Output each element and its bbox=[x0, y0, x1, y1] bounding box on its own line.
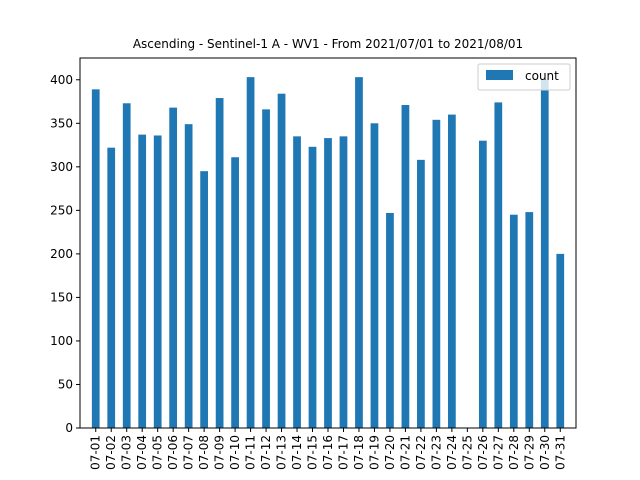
bar bbox=[324, 138, 332, 428]
y-tick-label: 350 bbox=[50, 116, 73, 130]
x-tick-label: 07-08 bbox=[197, 435, 211, 470]
bar bbox=[231, 157, 239, 428]
chart-title: Ascending - Sentinel-1 A - WV1 - From 20… bbox=[133, 37, 523, 51]
x-tick-label: 07-27 bbox=[491, 435, 505, 470]
x-tick-label: 07-17 bbox=[336, 435, 350, 470]
x-axis: 07-01 07-02 07-03 07-04 07-05 07-06 07-07 07-08… bbox=[89, 428, 567, 470]
y-axis: 0 50 100 150 200 250 300 350 400 bbox=[50, 73, 80, 435]
x-tick-label: 07-10 bbox=[228, 435, 242, 470]
y-tick-label: 300 bbox=[50, 160, 73, 174]
y-tick-label: 0 bbox=[65, 421, 73, 435]
x-tick-label: 07-09 bbox=[213, 435, 227, 470]
bar bbox=[277, 93, 286, 428]
x-tick-label: 07-20 bbox=[383, 435, 397, 470]
x-tick-label: 07-30 bbox=[538, 435, 552, 470]
x-tick-label: 07-23 bbox=[429, 435, 443, 470]
x-tick-label: 07-07 bbox=[182, 435, 196, 470]
y-tick-label: 50 bbox=[58, 377, 73, 391]
y-tick-label: 200 bbox=[50, 247, 73, 261]
legend-swatch bbox=[486, 70, 513, 80]
x-tick-label: 07-26 bbox=[476, 435, 490, 470]
bar bbox=[478, 140, 487, 429]
x-tick-label: 07-28 bbox=[507, 435, 521, 470]
x-tick-label: 07-13 bbox=[275, 435, 289, 470]
x-tick-label: 07-03 bbox=[120, 435, 134, 470]
bar bbox=[200, 171, 208, 429]
bar bbox=[448, 114, 456, 429]
y-tick-label: 250 bbox=[50, 203, 73, 217]
bar bbox=[540, 79, 549, 428]
bar bbox=[91, 89, 100, 428]
bar bbox=[138, 134, 147, 429]
y-tick-label: 150 bbox=[50, 290, 73, 304]
bar bbox=[339, 136, 348, 428]
bar bbox=[153, 135, 162, 428]
bar bbox=[122, 103, 131, 428]
x-tick-label: 07-11 bbox=[244, 435, 258, 470]
bar bbox=[308, 146, 317, 429]
bar bbox=[509, 214, 518, 428]
bar bbox=[184, 124, 193, 428]
bars bbox=[91, 77, 565, 429]
x-tick-label: 07-15 bbox=[306, 435, 320, 470]
x-tick-label: 07-19 bbox=[367, 435, 381, 470]
x-tick-label: 07-24 bbox=[445, 435, 459, 470]
legend: count bbox=[477, 63, 571, 91]
x-tick-label: 07-31 bbox=[553, 435, 567, 470]
bar bbox=[107, 147, 116, 428]
bar bbox=[494, 102, 503, 429]
x-tick-label: 07-05 bbox=[151, 435, 165, 470]
y-tick-label: 400 bbox=[50, 73, 73, 87]
x-tick-label: 07-16 bbox=[321, 435, 335, 470]
bar bbox=[355, 77, 363, 428]
x-tick-label: 07-18 bbox=[352, 435, 366, 470]
bar bbox=[401, 105, 410, 428]
bar bbox=[246, 77, 255, 428]
plot-frame bbox=[79, 57, 577, 429]
bar bbox=[169, 107, 178, 428]
bar bbox=[432, 119, 441, 428]
bar bbox=[293, 136, 301, 428]
bar bbox=[370, 123, 379, 428]
y-tick-label: 100 bbox=[50, 334, 73, 348]
x-tick-label: 07-02 bbox=[104, 435, 118, 470]
x-tick-label: 07-22 bbox=[414, 435, 428, 470]
bar bbox=[215, 98, 224, 428]
x-tick-label: 07-25 bbox=[460, 435, 474, 470]
bar bbox=[262, 109, 270, 428]
x-tick-label: 07-29 bbox=[522, 435, 536, 470]
bar bbox=[386, 212, 394, 428]
bar bbox=[525, 212, 534, 428]
x-tick-label: 07-01 bbox=[89, 435, 103, 470]
bar bbox=[556, 253, 565, 428]
x-tick-label: 07-14 bbox=[290, 435, 304, 470]
x-tick-label: 07-04 bbox=[135, 435, 149, 470]
x-tick-label: 07-21 bbox=[398, 435, 412, 470]
x-tick-label: 07-12 bbox=[259, 435, 273, 470]
legend-label: count bbox=[525, 69, 559, 83]
bar bbox=[417, 159, 425, 428]
x-tick-label: 07-06 bbox=[166, 435, 180, 470]
